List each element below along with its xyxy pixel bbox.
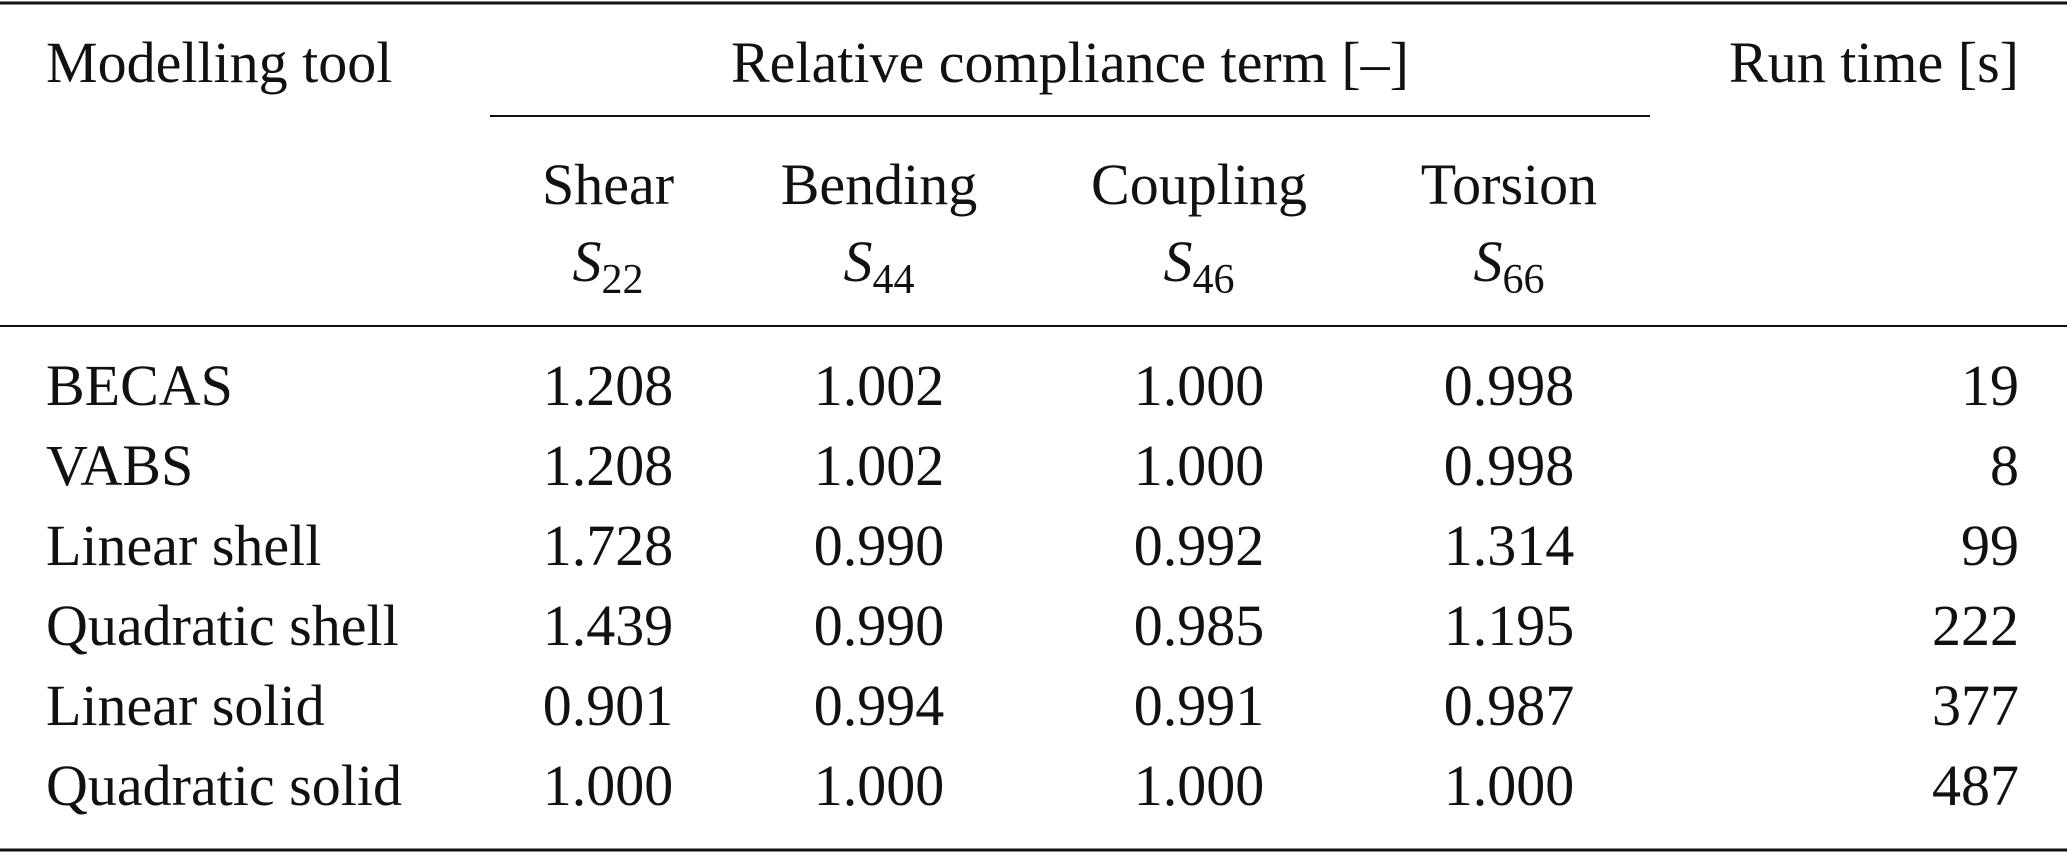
- cell-value: 1.000: [1134, 753, 1265, 818]
- subheader-symbol: S22: [573, 229, 644, 303]
- subheader-symbol: S44: [844, 229, 915, 303]
- cell-value: 0.991: [1134, 673, 1265, 738]
- cell-value: 1.208: [543, 433, 674, 498]
- cell-value: 0.985: [1134, 593, 1265, 658]
- symbol-subscript: 44: [873, 257, 915, 303]
- symbol-subscript: 46: [1193, 257, 1235, 303]
- subheader-name: Shear: [542, 152, 674, 217]
- run-time: 222: [1932, 593, 2019, 658]
- symbol-base: S: [1164, 229, 1193, 294]
- cell-value: 1.208: [543, 353, 674, 418]
- cell-value: 1.000: [1134, 353, 1265, 418]
- run-time: 487: [1932, 753, 2019, 818]
- cell-value: 1.000: [1444, 753, 1575, 818]
- cell-value: 0.990: [814, 513, 945, 578]
- cell-value: 0.994: [814, 673, 945, 738]
- cell-value: 0.901: [543, 673, 674, 738]
- cell-value: 1.002: [814, 433, 945, 498]
- row-label: Quadratic solid: [46, 753, 402, 818]
- subheader-name: Bending: [781, 152, 978, 217]
- row-label: Linear solid: [46, 673, 325, 738]
- cell-value: 1.314: [1444, 513, 1575, 578]
- cell-value: 0.998: [1444, 433, 1575, 498]
- header-first: Modelling tool: [46, 30, 392, 95]
- row-label: Linear shell: [46, 513, 321, 578]
- subheader-symbol: S46: [1164, 229, 1235, 303]
- subheader-name: Torsion: [1421, 152, 1597, 217]
- header-group: Relative compliance term [–]: [731, 30, 1409, 95]
- run-time: 99: [1961, 513, 2019, 578]
- row-label: Quadratic shell: [46, 593, 399, 658]
- header-last: Run time [s]: [1729, 30, 2019, 95]
- cell-value: 0.987: [1444, 673, 1575, 738]
- cell-value: 1.000: [543, 753, 674, 818]
- symbol-base: S: [844, 229, 873, 294]
- cell-value: 1.728: [543, 513, 674, 578]
- cell-value: 1.000: [1134, 433, 1265, 498]
- run-time: 19: [1961, 353, 2019, 418]
- cell-value: 1.195: [1444, 593, 1575, 658]
- symbol-base: S: [573, 229, 602, 294]
- subheader-symbol: S66: [1474, 229, 1545, 303]
- cell-value: 1.439: [543, 593, 674, 658]
- subheader-name: Coupling: [1091, 152, 1307, 217]
- cell-value: 0.990: [814, 593, 945, 658]
- cell-value: 0.992: [1134, 513, 1265, 578]
- symbol-subscript: 22: [602, 257, 644, 303]
- row-label: VABS: [46, 433, 193, 498]
- run-time: 8: [1990, 433, 2019, 498]
- cell-value: 0.998: [1444, 353, 1575, 418]
- row-label: BECAS: [46, 353, 233, 418]
- run-time: 377: [1932, 673, 2019, 738]
- symbol-base: S: [1474, 229, 1503, 294]
- cell-value: 1.002: [814, 353, 945, 418]
- symbol-subscript: 66: [1503, 257, 1545, 303]
- cell-value: 1.000: [814, 753, 945, 818]
